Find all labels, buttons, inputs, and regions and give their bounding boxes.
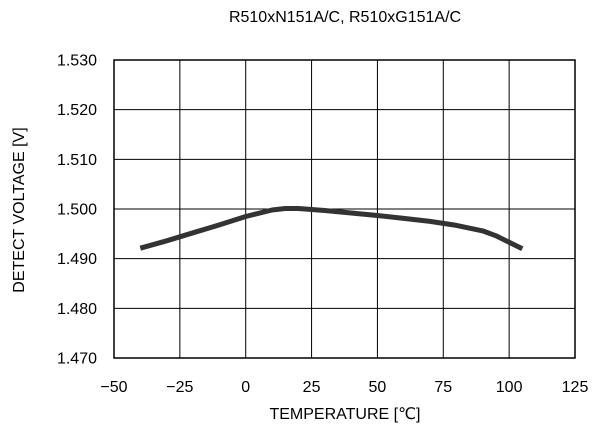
y-tick-label: 1.470 xyxy=(57,351,97,368)
x-tick-label: 75 xyxy=(434,379,452,396)
x-tick-label: 100 xyxy=(496,379,523,396)
y-tick-label: 1.490 xyxy=(57,251,97,268)
y-tick-label: 1.500 xyxy=(57,202,97,219)
y-axis-label: DETECT VOLTAGE [V] xyxy=(11,127,28,292)
x-axis-label: TEMPERATURE [℃] xyxy=(269,406,420,423)
x-tick-label: 50 xyxy=(369,379,387,396)
x-tick-label: 0 xyxy=(241,379,250,396)
series-layer xyxy=(139,206,524,251)
series-line xyxy=(139,206,524,251)
x-tick-label: 125 xyxy=(562,379,589,396)
x-tick-label: 25 xyxy=(303,379,321,396)
chart-title: R510xN151A/C, R510xG151A/C xyxy=(229,9,461,26)
x-tick-labels: −50 −25 0 25 50 75 100 125 xyxy=(100,379,588,396)
x-tick-label: −50 xyxy=(100,379,127,396)
y-tick-label: 1.510 xyxy=(57,152,97,169)
y-tick-label: 1.520 xyxy=(57,102,97,119)
grid xyxy=(113,59,576,359)
y-tick-label: 1.530 xyxy=(57,53,97,70)
y-tick-label: 1.480 xyxy=(57,301,97,318)
y-tick-labels: 1.470 1.480 1.490 1.500 1.510 1.520 1.530 xyxy=(57,53,97,368)
plot-frame xyxy=(113,59,576,359)
x-tick-label: −25 xyxy=(166,379,193,396)
